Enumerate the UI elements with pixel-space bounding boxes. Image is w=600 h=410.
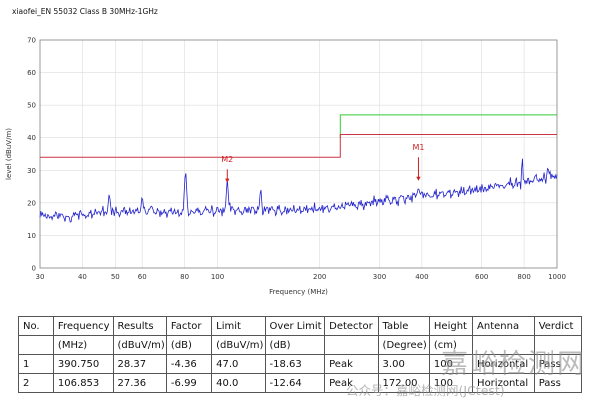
table-row: 2 106.853 27.36 -6.99 40.0 -12.64 Peak 1…: [18, 373, 583, 393]
col-unit-frequency: (MHz): [52, 335, 114, 355]
col-header-table: Table: [377, 316, 430, 336]
y-tick-label: 0: [32, 265, 36, 273]
x-tick-label: 80: [180, 273, 189, 281]
results-table-section: No. Frequency Results Factor Limit Over …: [18, 316, 583, 393]
marker-label-m2: M2: [221, 155, 233, 164]
col-header-height: Height: [428, 316, 474, 336]
cell-detector: Peak: [324, 373, 379, 393]
x-tick-label: 40: [78, 273, 87, 281]
x-tick-label: 1000: [548, 273, 566, 281]
x-tick-label: 400: [415, 273, 428, 281]
marker-arrowhead-m1: [416, 176, 421, 181]
cell-factor: -4.36: [165, 354, 213, 374]
col-unit-verdict: [533, 335, 583, 355]
cell-height: 100: [428, 373, 474, 393]
col-unit-no: [18, 335, 54, 355]
col-unit-over-limit: (dB): [264, 335, 326, 355]
plot-border: [39, 39, 558, 269]
col-header-frequency: Frequency: [52, 316, 114, 336]
x-tick-label: 100: [211, 273, 224, 281]
col-header-verdict: Verdict: [533, 316, 583, 336]
col-header-no: No.: [18, 316, 54, 336]
cell-over-limit: -12.64: [264, 373, 326, 393]
cell-factor: -6.99: [165, 373, 213, 393]
table-header-row: No. Frequency Results Factor Limit Over …: [18, 316, 583, 336]
spectrum-chart-panel: 0 10 20 30 40 50 60 70 30 40 50 60 80 100 200 300 400 600…: [5, 7, 566, 296]
emc-spectrum-chart: 0 10 20 30 40 50 60 70 30 40 50 60 80 100 200 300 400 600…: [5, 7, 566, 296]
y-tick-label: 50: [27, 102, 36, 110]
col-header-over-limit: Over Limit: [264, 316, 326, 336]
y-axis-label: level (dBuV/m): [5, 128, 13, 180]
y-tick-label: 70: [27, 37, 36, 45]
col-unit-detector: [324, 335, 379, 355]
y-tick-label: 30: [27, 167, 36, 175]
limit-line: [339, 114, 557, 138]
x-tick-label: 800: [517, 273, 530, 281]
cell-no: 2: [18, 373, 54, 393]
cell-frequency: 390.750: [52, 354, 114, 374]
x-tick-label: 30: [36, 273, 45, 281]
x-axis-label: Frequency (MHz): [269, 288, 328, 296]
cell-table-degree: 172.00: [377, 373, 430, 393]
y-tick-label: 10: [27, 232, 36, 240]
table-unit-row: (MHz) (dBuV/m) (dB) (dBuV/m) (dB) (Degre…: [18, 335, 583, 355]
col-header-antenna: Antenna: [472, 316, 535, 336]
x-tick-label: 300: [373, 273, 386, 281]
cell-results: 28.37: [112, 354, 167, 374]
cell-height: 100: [428, 354, 474, 374]
results-table: No. Frequency Results Factor Limit Over …: [18, 316, 583, 393]
col-header-detector: Detector: [324, 316, 379, 336]
marker-arrowhead-m2: [225, 178, 230, 183]
col-unit-antenna: [472, 335, 535, 355]
cell-detector: Peak: [324, 354, 379, 374]
col-unit-table: (Degree): [377, 335, 430, 355]
cell-verdict: Pass: [533, 354, 583, 374]
x-tick-label: 600: [475, 273, 488, 281]
cell-frequency: 106.853: [52, 373, 114, 393]
cell-no: 1: [18, 354, 54, 374]
col-unit-results: (dBuV/m): [112, 335, 167, 355]
col-unit-limit: (dBuV/m): [211, 335, 266, 355]
marker-label-m1: M1: [412, 143, 424, 152]
cell-table-degree: 3.00: [377, 354, 430, 374]
cell-verdict: Pass: [533, 373, 583, 393]
x-tick-label: 60: [138, 273, 147, 281]
x-tick-label: 50: [111, 273, 120, 281]
cell-limit: 47.0: [211, 354, 266, 374]
chart-title: xiaofei_EN 55032 Class B 30MHz-1GHz: [12, 7, 158, 16]
y-tick-label: 20: [27, 199, 36, 207]
cell-antenna: Horizontal: [472, 354, 535, 374]
cell-limit: 40.0: [211, 373, 266, 393]
col-unit-height: (cm): [428, 335, 474, 355]
cell-results: 27.36: [112, 373, 167, 393]
margin-line: [40, 134, 557, 158]
col-unit-factor: (dB): [165, 335, 213, 355]
y-tick-label: 40: [27, 134, 36, 142]
cell-over-limit: -18.63: [264, 354, 326, 374]
table-row: 1 390.750 28.37 -4.36 47.0 -18.63 Peak 3…: [18, 354, 583, 374]
y-tick-label: 60: [27, 69, 36, 77]
x-tick-label: 200: [313, 273, 326, 281]
col-header-limit: Limit: [211, 316, 266, 336]
measured-emission-trace: [39, 158, 558, 223]
cell-antenna: Horizontal: [472, 373, 535, 393]
col-header-factor: Factor: [165, 316, 213, 336]
col-header-results: Results: [112, 316, 167, 336]
